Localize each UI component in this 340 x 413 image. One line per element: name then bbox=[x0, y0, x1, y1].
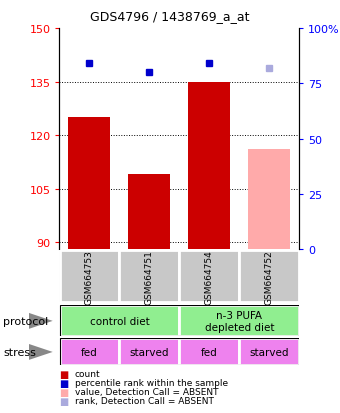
Bar bbox=[188, 82, 230, 250]
Bar bbox=[239, 339, 299, 366]
Polygon shape bbox=[29, 313, 53, 329]
Text: rank, Detection Call = ABSENT: rank, Detection Call = ABSENT bbox=[75, 396, 214, 406]
Bar bbox=[59, 251, 119, 302]
Bar bbox=[59, 306, 180, 337]
Text: starved: starved bbox=[250, 347, 289, 357]
Bar bbox=[129, 175, 170, 250]
Text: GSM664751: GSM664751 bbox=[145, 249, 154, 304]
Bar bbox=[68, 118, 110, 250]
Text: count: count bbox=[75, 369, 100, 378]
Bar bbox=[239, 251, 299, 302]
Bar bbox=[59, 339, 119, 366]
Text: control diet: control diet bbox=[89, 316, 149, 326]
Text: value, Detection Call = ABSENT: value, Detection Call = ABSENT bbox=[75, 387, 218, 396]
Text: GSM664754: GSM664754 bbox=[205, 249, 214, 304]
Text: protocol: protocol bbox=[3, 316, 49, 326]
Polygon shape bbox=[29, 344, 53, 360]
Bar bbox=[248, 150, 290, 250]
Text: n-3 PUFA
depleted diet: n-3 PUFA depleted diet bbox=[205, 310, 274, 332]
Bar bbox=[119, 339, 180, 366]
Bar bbox=[119, 251, 180, 302]
Text: ■: ■ bbox=[59, 396, 69, 406]
Text: GDS4796 / 1438769_a_at: GDS4796 / 1438769_a_at bbox=[90, 10, 250, 23]
Text: starved: starved bbox=[130, 347, 169, 357]
Text: ■: ■ bbox=[59, 387, 69, 397]
Text: fed: fed bbox=[81, 347, 98, 357]
Text: percentile rank within the sample: percentile rank within the sample bbox=[75, 378, 228, 387]
Bar bbox=[180, 251, 239, 302]
Text: ■: ■ bbox=[59, 378, 69, 388]
Text: stress: stress bbox=[3, 347, 36, 357]
Bar bbox=[180, 306, 299, 337]
Text: GSM664753: GSM664753 bbox=[85, 249, 94, 304]
Bar bbox=[180, 339, 239, 366]
Text: GSM664752: GSM664752 bbox=[265, 249, 274, 304]
Text: ■: ■ bbox=[59, 369, 69, 379]
Text: fed: fed bbox=[201, 347, 218, 357]
